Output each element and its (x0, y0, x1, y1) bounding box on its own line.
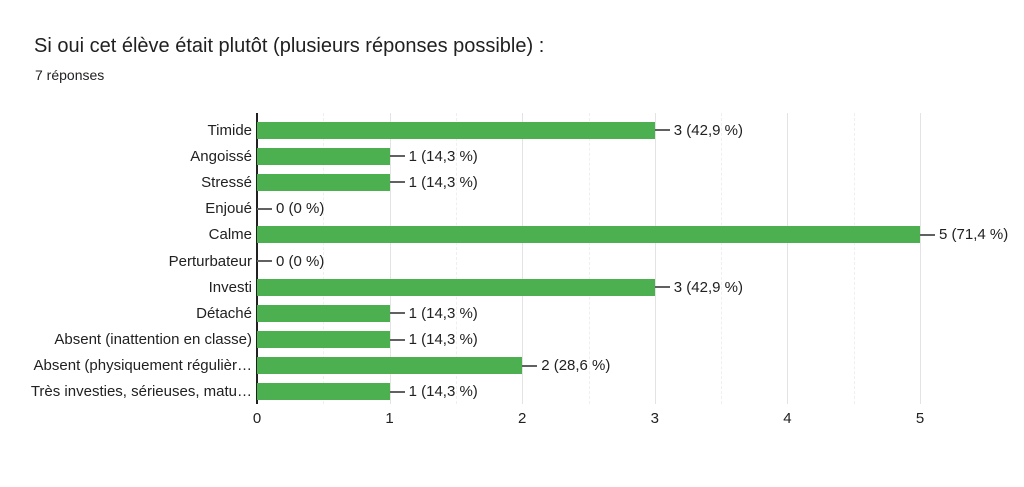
x-tick-label: 2 (518, 410, 527, 427)
bar[interactable] (257, 383, 390, 401)
major-gridline (522, 113, 524, 404)
value-label: 3 (42,9 %) (673, 121, 743, 139)
value-label: 5 (71,4 %) (939, 226, 1009, 244)
x-tick-label: 5 (915, 410, 925, 427)
category-label: Absent (physiquement régulièr… (33, 357, 252, 375)
chart-row: Angoissé 1 (14,3 %) (0, 143, 1024, 169)
chart-row: Absent (physiquement régulièr… 2 (28,6 %) (0, 353, 1024, 379)
value-connector-line (257, 207, 272, 210)
minor-gridline (853, 113, 855, 404)
value-connector-line (389, 181, 405, 184)
chart-row: Calme 5 (71,4 %) (0, 222, 1024, 248)
major-gridline (920, 113, 921, 404)
value-label: 1 (14,3 %) (408, 383, 478, 401)
chart-row: Absent (inattention en classe) 1 (14,3 %) (0, 327, 1024, 353)
x-tick-label: 1 (385, 410, 394, 427)
bar[interactable] (257, 121, 655, 139)
bar-track: 1 (14,3 %) (257, 327, 1024, 353)
chart-row: Investi 3 (42,9 %) (0, 274, 1024, 300)
category-label: Angoissé (190, 147, 252, 165)
value-connector-line (389, 312, 405, 315)
category-label: Investi (208, 278, 252, 296)
bar[interactable] (257, 304, 390, 322)
bar[interactable] (257, 357, 523, 375)
minor-gridline (588, 113, 590, 404)
major-gridline (389, 113, 391, 404)
chart-rows: Timide 3 (42,9 %) Angoissé 1 (14,3 %) Stress… (0, 117, 1024, 405)
chart-row: Timide 3 (42,9 %) (0, 117, 1024, 143)
bar-track: 5 (71,4 %) (257, 222, 1024, 248)
x-axis-ticks: 0 1 2 3 4 5 (0, 410, 1024, 430)
x-tick-label: 0 (252, 410, 262, 427)
bar-track: 0 (0 %) (257, 196, 1024, 222)
bar[interactable] (257, 147, 390, 165)
y-axis-line (256, 113, 258, 404)
value-connector-line (920, 233, 935, 236)
minor-gridline (323, 113, 325, 404)
bar-track: 1 (14,3 %) (257, 379, 1024, 405)
bar-track: 3 (42,9 %) (257, 274, 1024, 300)
category-label: Calme (208, 226, 252, 244)
minor-gridline (455, 113, 457, 404)
bar-track: 0 (0 %) (257, 248, 1024, 274)
bar-track: 1 (14,3 %) (257, 300, 1024, 326)
bar-track: 2 (28,6 %) (257, 353, 1024, 379)
value-label: 1 (14,3 %) (408, 331, 478, 349)
category-label: Très investies, sérieuses, matu… (30, 383, 252, 401)
bar[interactable] (257, 331, 390, 349)
bar[interactable] (257, 226, 920, 244)
bar[interactable] (257, 173, 390, 191)
value-label: 1 (14,3 %) (408, 173, 478, 191)
category-label: Détaché (196, 304, 252, 322)
question-title: Si oui cet élève était plutôt (plusieurs… (34, 35, 545, 57)
chart-gridlines (257, 113, 921, 404)
value-label: 1 (14,3 %) (408, 147, 478, 165)
minor-gridline (721, 113, 723, 404)
value-label: 2 (28,6 %) (541, 357, 611, 375)
value-connector-line (389, 155, 405, 158)
chart-row: Enjoué 0 (0 %) (0, 196, 1024, 222)
major-gridline (787, 113, 789, 404)
value-connector-line (654, 129, 670, 132)
value-label: 3 (42,9 %) (673, 278, 743, 296)
value-label: 1 (14,3 %) (408, 304, 478, 322)
x-tick-label: 3 (650, 410, 659, 427)
value-connector-line (389, 338, 405, 341)
value-label: 0 (0 %) (276, 200, 325, 218)
bar-track: 1 (14,3 %) (257, 169, 1024, 195)
chart-row: Détaché 1 (14,3 %) (0, 300, 1024, 326)
chart-row: Perturbateur 0 (0 %) (0, 248, 1024, 274)
major-gridline (654, 113, 656, 404)
chart-row: Très investies, sérieuses, matu… 1 (14,3 … (0, 379, 1024, 405)
category-label: Absent (inattention en classe) (54, 331, 252, 349)
category-label: Perturbateur (168, 252, 252, 270)
bar-track: 1 (14,3 %) (257, 143, 1024, 169)
responses-count: 7 réponses (35, 67, 105, 83)
bar[interactable] (257, 278, 655, 296)
chart-row: Stressé 1 (14,3 %) (0, 169, 1024, 195)
x-tick-label: 4 (783, 410, 792, 427)
value-connector-line (257, 260, 272, 263)
bar-track: 3 (42,9 %) (257, 117, 1024, 143)
category-label: Timide (207, 121, 252, 139)
category-label: Stressé (201, 173, 252, 191)
value-label: 0 (0 %) (276, 252, 325, 270)
value-connector-line (654, 286, 670, 289)
value-connector-line (389, 390, 405, 393)
value-connector-line (522, 364, 538, 367)
category-label: Enjoué (205, 200, 252, 218)
